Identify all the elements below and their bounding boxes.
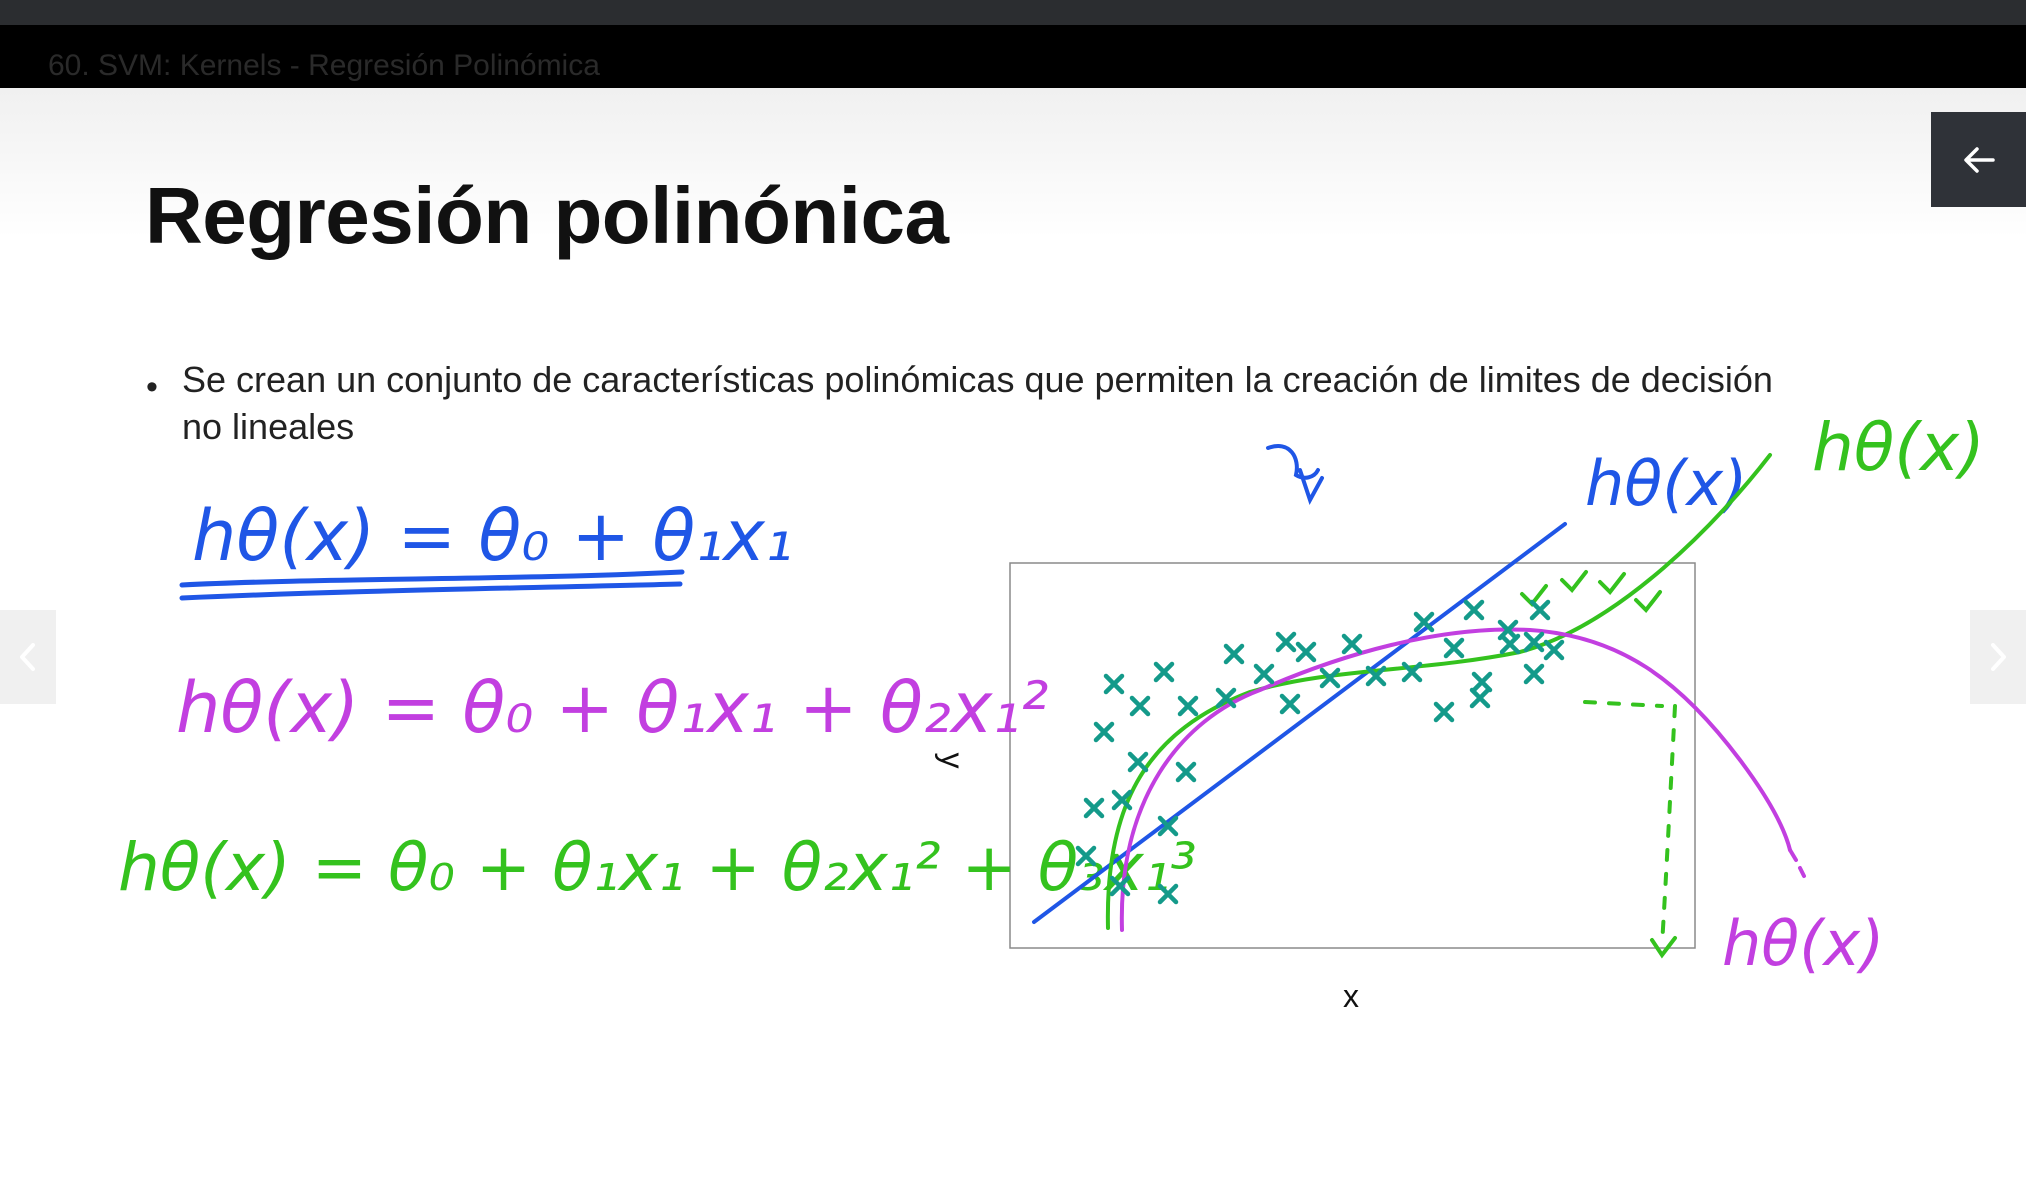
dashed-projection-line [1583, 700, 1677, 947]
arrow-left-icon [1963, 146, 1995, 173]
data-point-8 [1083, 797, 1105, 819]
next-slide-button[interactable] [1970, 610, 2026, 704]
data-point-5 [1215, 687, 1237, 709]
data-point-23 [1413, 611, 1435, 633]
video-title: 60. SVM: Kernels - Regresión Polinómica [48, 49, 600, 82]
quadratic-fit-curve-dots [1788, 848, 1806, 878]
quadratic-fit-curve [1119, 627, 1792, 932]
data-point-22 [1401, 661, 1423, 683]
slide-title: Regresión polinónica [145, 171, 949, 260]
label-blue-hypothesis: hθ(x) [1585, 447, 1747, 520]
data-points [1075, 599, 1565, 905]
linear-fit-line [1032, 522, 1567, 924]
bullet-text: Se crean un conjunto de características … [182, 359, 1773, 447]
cubic-fit-curve [1105, 453, 1772, 930]
equation-linear-underline [179, 569, 685, 601]
data-point-13 [1157, 883, 1179, 905]
previous-slide-button[interactable] [0, 610, 56, 704]
slide [0, 88, 2026, 1188]
data-point-9 [1111, 789, 1133, 811]
x-axis-label: x [1343, 978, 1359, 1014]
data-point-30 [1497, 619, 1519, 641]
data-point-4 [1177, 695, 1199, 717]
data-point-31 [1523, 663, 1545, 685]
data-point-18 [1279, 693, 1301, 715]
chevron-right-icon [1991, 643, 2006, 671]
data-point-24 [1443, 637, 1465, 659]
data-point-20 [1341, 633, 1363, 655]
equation-cubic: hθ(x) = θ₀ + θ₁x₁ + θ₂x₁² + θ₃x₁³ [118, 829, 1197, 906]
chevron-left-icon [20, 643, 35, 671]
data-point-29 [1471, 671, 1493, 693]
data-point-12 [1109, 875, 1131, 897]
data-point-10 [1157, 815, 1179, 837]
data-point-26 [1433, 701, 1455, 723]
data-point-27 [1469, 687, 1491, 709]
data-point-2 [1093, 721, 1115, 743]
bullet-marker: • [146, 368, 158, 406]
data-point-17 [1295, 641, 1317, 663]
projection-arrowhead-icon [1650, 936, 1677, 959]
data-point-0 [1103, 673, 1125, 695]
data-point-6 [1127, 751, 1149, 773]
data-point-3 [1129, 695, 1151, 717]
data-point-15 [1253, 663, 1275, 685]
data-point-11 [1075, 845, 1097, 867]
arrow-doodle-icon [1266, 444, 1324, 505]
data-point-1 [1153, 661, 1175, 683]
data-point-16 [1275, 631, 1297, 653]
data-point-34 [1529, 599, 1551, 621]
y-axis-label: y [934, 752, 971, 769]
equation-quadratic: hθ(x) = θ₀ + θ₁x₁ + θ₂x₁² [176, 667, 1048, 749]
label-magenta-hypothesis: hθ(x) [1722, 907, 1884, 980]
back-button[interactable] [1931, 112, 2026, 207]
video-title-bar: 60. SVM: Kernels - Regresión Polinómica [0, 25, 2026, 88]
browser-top-bar [0, 0, 2026, 25]
chart-frame [1009, 562, 1696, 949]
equation-linear: hθ(x) = θ₀ + θ₁x₁ [192, 495, 793, 577]
data-point-32 [1523, 631, 1545, 653]
data-point-14 [1223, 643, 1245, 665]
data-point-25 [1463, 599, 1485, 621]
data-point-19 [1319, 667, 1341, 689]
data-point-7 [1175, 761, 1197, 783]
label-green-hypothesis: hθ(x) [1812, 409, 1985, 486]
data-point-33 [1543, 639, 1565, 661]
data-point-21 [1365, 665, 1387, 687]
